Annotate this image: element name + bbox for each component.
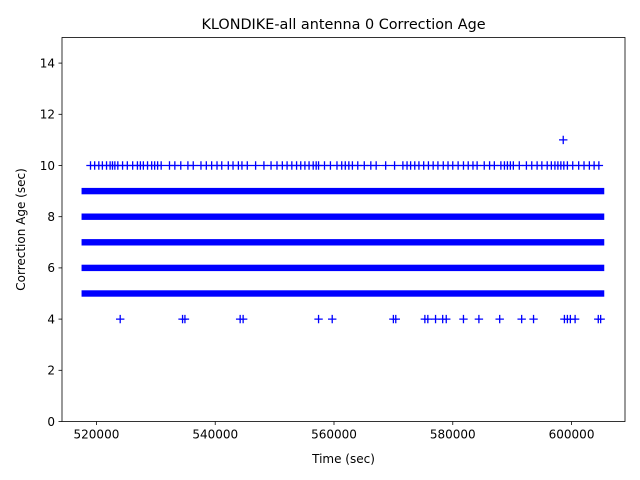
band-y9 xyxy=(81,187,605,195)
point-y4 xyxy=(517,314,526,324)
y-axis-ticks: 0 2 4 6 8 10 12 14 xyxy=(40,56,62,429)
x-tick-label: 520000 xyxy=(74,428,120,442)
point-y4 xyxy=(495,314,504,324)
y-tick-label: 12 xyxy=(40,108,55,122)
y-axis-title: Correction Age (sec) xyxy=(14,168,28,291)
chart-title: KLONDIKE-all antenna 0 Correction Age xyxy=(201,17,485,33)
x-axis-title: Time (sec) xyxy=(311,452,375,466)
x-axis-ticks: 520000 540000 560000 580000 600000 xyxy=(74,421,595,442)
point-y4 xyxy=(596,314,605,324)
point-y4 xyxy=(431,314,440,324)
plot-frame xyxy=(61,37,626,422)
y-tick-label: 4 xyxy=(47,312,55,326)
y-tick-label: 6 xyxy=(47,261,55,275)
point-y4 xyxy=(180,314,190,324)
point-y4 xyxy=(391,314,400,324)
y-tick-label: 14 xyxy=(40,56,55,70)
point-y4 xyxy=(238,314,248,324)
y-tick-label: 0 xyxy=(47,415,55,429)
point-y4 xyxy=(474,314,484,324)
x-tick-label: 540000 xyxy=(192,428,238,442)
point-y4 xyxy=(314,314,323,324)
plot-area xyxy=(62,37,625,422)
point-y4 xyxy=(459,314,468,324)
band-y6 xyxy=(81,264,605,272)
point-y4 xyxy=(328,314,337,324)
point-y11 xyxy=(559,135,568,145)
point-y4 xyxy=(570,314,580,324)
band-y8 xyxy=(81,213,605,220)
y-tick-label: 8 xyxy=(47,210,55,224)
x-tick-label: 600000 xyxy=(549,428,595,442)
point-y4 xyxy=(529,314,538,324)
y-tick-label: 10 xyxy=(40,159,55,173)
point-y4 xyxy=(423,314,433,324)
band-y7 xyxy=(81,239,605,246)
point-y4 xyxy=(116,314,125,324)
x-tick-label: 560000 xyxy=(311,428,357,442)
data-marks xyxy=(81,135,605,324)
x-tick-label: 580000 xyxy=(430,428,476,442)
y-tick-label: 2 xyxy=(47,364,55,378)
band-y5 xyxy=(81,290,605,297)
point-y4 xyxy=(442,314,451,324)
